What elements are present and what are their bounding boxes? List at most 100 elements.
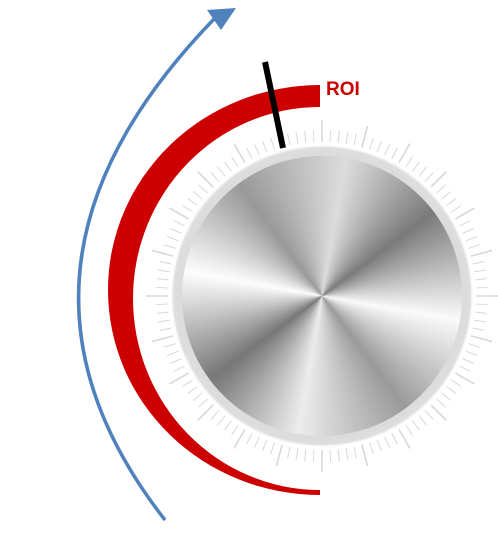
tick <box>474 319 487 323</box>
tick <box>210 172 220 182</box>
tick <box>286 446 291 459</box>
tick <box>156 311 169 314</box>
tick <box>210 410 220 420</box>
tick <box>246 147 253 160</box>
tick <box>312 449 315 462</box>
knob-face <box>182 156 462 436</box>
tick <box>254 144 260 156</box>
tick <box>224 420 232 431</box>
tick <box>412 161 420 172</box>
tick <box>391 432 398 445</box>
tick <box>157 319 170 323</box>
roi-label: ROI <box>326 79 360 100</box>
tick <box>462 228 474 234</box>
tick <box>361 444 369 467</box>
tick <box>182 379 194 387</box>
tick <box>304 449 307 462</box>
tick <box>262 439 268 452</box>
tick <box>275 444 283 467</box>
tick <box>470 249 493 257</box>
tick <box>441 191 452 200</box>
tick <box>224 161 232 172</box>
tick <box>163 343 176 348</box>
tick <box>170 228 182 234</box>
tick <box>353 133 358 146</box>
tick <box>450 379 462 387</box>
tick <box>156 303 169 306</box>
tick <box>384 144 390 156</box>
tick <box>156 286 169 289</box>
tick <box>166 236 179 242</box>
tick <box>405 424 413 436</box>
tick <box>468 343 481 348</box>
tick <box>398 143 411 164</box>
tick <box>369 442 374 455</box>
tick <box>472 327 485 332</box>
tick <box>418 415 427 426</box>
tick <box>254 436 260 448</box>
needle <box>262 61 286 149</box>
tick <box>345 131 349 144</box>
tick <box>474 269 487 273</box>
tick <box>454 372 475 385</box>
tick <box>196 404 214 422</box>
tick <box>458 365 471 372</box>
tick <box>246 432 253 445</box>
tick <box>198 184 208 194</box>
tick <box>187 386 198 394</box>
tick <box>192 392 203 401</box>
tick <box>384 436 390 448</box>
tick <box>151 335 174 343</box>
tick <box>329 449 332 462</box>
tick <box>462 358 474 364</box>
tick <box>329 130 332 143</box>
tick <box>430 404 448 422</box>
tick <box>430 170 448 188</box>
tick <box>192 191 203 200</box>
tick-ring <box>146 120 498 472</box>
tick <box>231 156 239 168</box>
tick <box>436 184 446 194</box>
tick <box>475 311 488 314</box>
tick <box>233 143 246 164</box>
tick <box>369 137 374 150</box>
tick <box>270 442 275 455</box>
tick <box>295 448 299 461</box>
tick <box>169 207 190 220</box>
tick <box>231 424 239 436</box>
tick <box>270 137 275 150</box>
tick <box>470 335 493 343</box>
tick <box>391 147 398 160</box>
arrow-head <box>207 8 236 30</box>
tick <box>187 198 198 206</box>
tick <box>196 170 214 188</box>
tick <box>475 286 488 289</box>
tick <box>424 172 434 182</box>
tick <box>468 244 481 249</box>
tick <box>156 278 169 281</box>
tick <box>217 415 226 426</box>
tick <box>458 220 471 227</box>
red-arc <box>108 85 320 495</box>
tick <box>233 428 246 449</box>
tick <box>304 130 307 143</box>
tick <box>173 220 186 227</box>
tick <box>337 130 340 143</box>
tick <box>262 140 268 153</box>
tick <box>405 156 413 168</box>
tick <box>169 372 190 385</box>
tick <box>353 446 358 459</box>
tick <box>157 269 170 273</box>
tick <box>182 205 194 213</box>
tick <box>465 350 478 356</box>
tick <box>159 260 172 265</box>
tick <box>475 278 488 281</box>
tick <box>151 249 174 257</box>
tick <box>424 410 434 420</box>
tick <box>465 236 478 242</box>
tick <box>286 133 291 146</box>
tick <box>412 420 420 431</box>
tick <box>166 350 179 356</box>
